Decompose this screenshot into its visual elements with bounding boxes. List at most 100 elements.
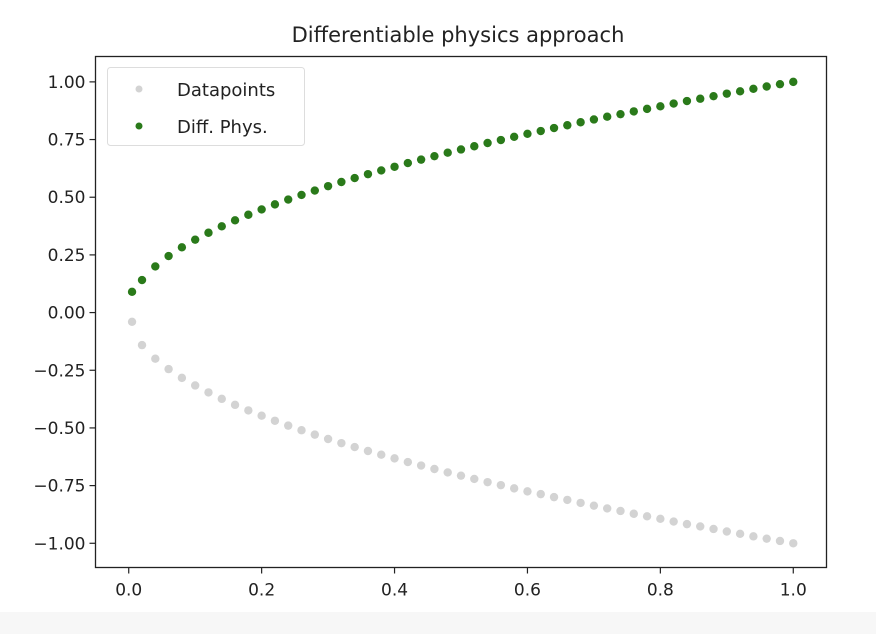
data-point-datapoints	[403, 457, 413, 467]
data-point-datapoints	[656, 514, 665, 524]
data-point-diff-phys	[403, 158, 413, 168]
data-point-datapoints	[549, 492, 559, 502]
x-tick-label: 0.4	[381, 581, 408, 601]
data-point-datapoints	[470, 474, 479, 484]
data-point-diff-phys	[430, 151, 439, 161]
data-point-diff-phys	[762, 82, 771, 91]
data-point-datapoints	[363, 446, 373, 456]
data-point-datapoints	[297, 426, 306, 435]
data-point-datapoints	[735, 529, 745, 539]
y-tick-label: −0.25	[33, 361, 85, 381]
data-point-datapoints	[230, 400, 240, 410]
data-point-diff-phys	[483, 138, 492, 148]
data-point-diff-phys	[284, 195, 293, 204]
data-point-diff-phys	[775, 79, 785, 89]
legend-marker-datapoints	[135, 85, 143, 93]
x-tick-label: 0.0	[115, 581, 142, 601]
data-point-diff-phys	[749, 84, 758, 93]
data-point-diff-phys	[244, 210, 253, 219]
data-point-datapoints	[190, 381, 200, 390]
y-tick-label: −0.75	[33, 477, 85, 497]
data-point-diff-phys	[722, 89, 732, 98]
data-point-diff-phys	[563, 121, 572, 130]
data-point-diff-phys	[363, 169, 373, 179]
y-tick-label: −0.50	[33, 419, 85, 439]
x-tick-label: 0.6	[514, 581, 541, 601]
y-tick-label: 1.00	[48, 73, 86, 93]
data-point-datapoints	[536, 489, 545, 499]
data-point-datapoints	[337, 438, 346, 448]
data-point-datapoints	[377, 450, 386, 459]
data-point-datapoints	[603, 504, 612, 513]
data-point-diff-phys	[230, 216, 240, 225]
data-point-datapoints	[749, 532, 758, 541]
bottom-strip	[0, 612, 876, 634]
data-point-diff-phys	[137, 275, 147, 285]
data-point-diff-phys	[735, 87, 745, 96]
data-point-datapoints	[151, 354, 160, 363]
data-point-datapoints	[350, 442, 359, 452]
data-point-datapoints	[204, 388, 213, 397]
data-point-diff-phys	[390, 162, 399, 171]
data-point-datapoints	[416, 461, 426, 470]
data-point-diff-phys	[576, 118, 585, 127]
data-point-diff-phys	[151, 262, 160, 271]
data-point-datapoints	[709, 524, 718, 534]
y-tick-label: −1.00	[33, 534, 85, 554]
data-point-diff-phys	[509, 132, 519, 141]
data-point-diff-phys	[629, 107, 638, 116]
data-point-diff-phys	[127, 287, 137, 297]
data-point-diff-phys	[789, 77, 798, 87]
data-point-diff-phys	[416, 155, 426, 164]
data-point-diff-phys	[642, 104, 652, 114]
data-point-diff-phys	[443, 148, 452, 157]
data-point-datapoints	[509, 484, 519, 493]
data-point-diff-phys	[669, 99, 678, 108]
data-point-diff-phys	[297, 190, 306, 200]
data-point-diff-phys	[496, 135, 506, 145]
data-point-datapoints	[775, 536, 785, 546]
data-point-diff-phys	[589, 115, 599, 124]
data-point-diff-phys	[549, 123, 559, 133]
data-point-datapoints	[257, 411, 266, 420]
data-point-diff-phys	[656, 102, 665, 111]
data-point-datapoints	[443, 468, 452, 477]
data-point-datapoints	[496, 480, 506, 490]
data-point-diff-phys	[536, 126, 545, 136]
data-point-datapoints	[127, 317, 137, 327]
data-point-datapoints	[430, 464, 439, 474]
data-point-datapoints	[576, 498, 585, 508]
data-point-datapoints	[616, 506, 625, 516]
data-point-diff-phys	[270, 200, 280, 209]
data-point-diff-phys	[523, 129, 532, 138]
data-point-datapoints	[284, 421, 293, 430]
data-point-datapoints	[137, 340, 147, 350]
data-point-diff-phys	[257, 205, 266, 214]
data-point-datapoints	[762, 534, 771, 543]
data-point-datapoints	[217, 394, 226, 404]
data-point-datapoints	[244, 406, 253, 415]
data-point-datapoints	[310, 430, 319, 439]
data-point-datapoints	[270, 416, 280, 425]
data-point-datapoints	[456, 471, 466, 480]
data-point-diff-phys	[323, 181, 333, 191]
x-tick-label: 0.2	[248, 581, 275, 601]
data-point-diff-phys	[377, 166, 386, 175]
data-point-diff-phys	[709, 91, 718, 101]
data-point-datapoints	[323, 434, 333, 444]
data-point-datapoints	[589, 501, 599, 510]
legend-label-datapoints: Datapoints	[177, 80, 275, 101]
x-tick-label: 1.0	[780, 581, 807, 601]
data-point-datapoints	[682, 519, 692, 529]
data-point-diff-phys	[217, 222, 226, 231]
data-point-diff-phys	[177, 243, 187, 252]
data-point-datapoints	[177, 373, 187, 383]
data-point-diff-phys	[310, 186, 319, 195]
legend-label-diff-phys: Diff. Phys.	[177, 117, 268, 138]
data-point-datapoints	[523, 487, 532, 496]
data-point-datapoints	[696, 522, 705, 531]
data-point-datapoints	[642, 512, 652, 521]
data-point-datapoints	[483, 477, 492, 487]
data-point-diff-phys	[164, 251, 173, 261]
